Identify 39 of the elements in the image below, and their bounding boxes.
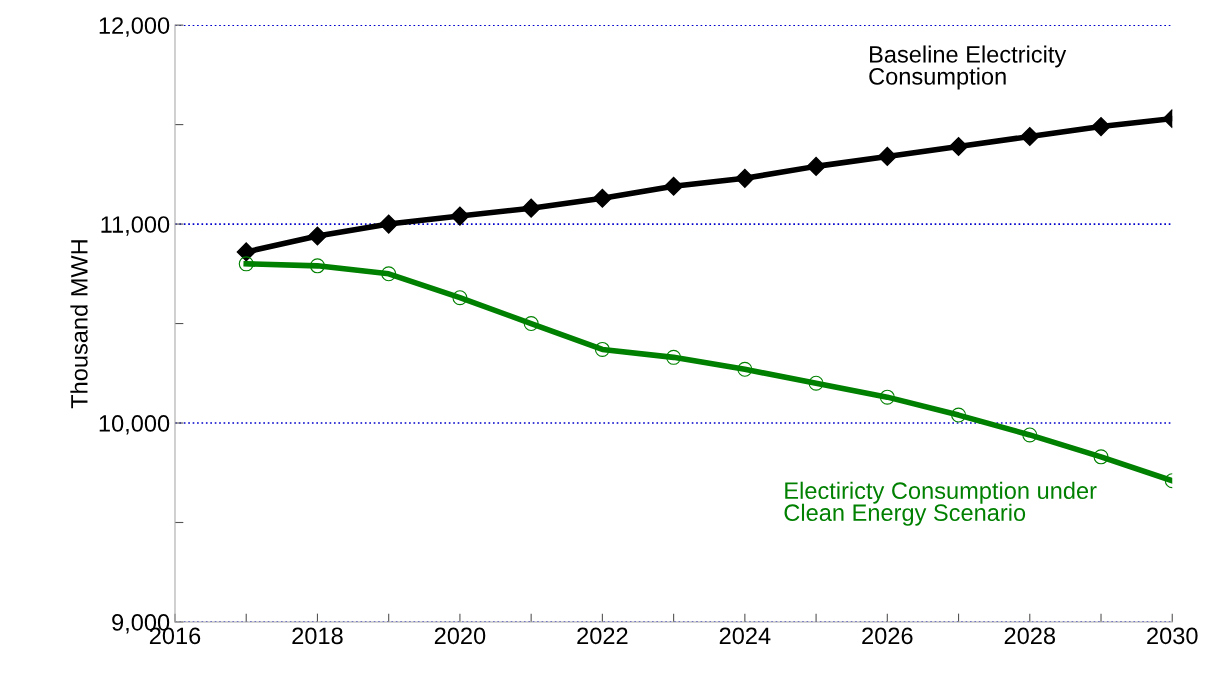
- series-label: Baseline Electricity Consumption: [869, 45, 1067, 90]
- point: [594, 341, 610, 357]
- x-tick-label: 2024: [719, 627, 771, 645]
- x-tick-label: 2020: [434, 627, 486, 645]
- y-axis-title: Thousand MWH: [70, 240, 88, 409]
- x-tick-label: 2022: [577, 627, 628, 645]
- point: [664, 176, 684, 196]
- point: [379, 214, 399, 234]
- point: [381, 266, 397, 282]
- point: [949, 136, 969, 157]
- point: [1091, 117, 1111, 137]
- x-tick-label: 2018: [292, 627, 343, 645]
- point: [238, 256, 254, 272]
- series-label: Electiricty Consumption under Clean Energy Scenario: [784, 481, 1097, 526]
- point: [806, 156, 826, 176]
- point: [808, 375, 824, 391]
- point: [452, 290, 468, 306]
- point: [521, 198, 541, 218]
- y-tick-label: 10,000: [99, 415, 170, 435]
- x-tick-label: 2026: [862, 627, 913, 645]
- point: [450, 206, 470, 226]
- point: [1093, 449, 1109, 465]
- point: [735, 168, 755, 188]
- point: [236, 242, 256, 262]
- y-tick-label: 12,000: [99, 17, 170, 37]
- point: [877, 146, 897, 166]
- point: [307, 226, 327, 246]
- point: [951, 407, 967, 423]
- x-tick-label: 2028: [1004, 627, 1056, 645]
- point: [309, 258, 325, 274]
- point: [737, 361, 753, 377]
- y-tick-label: 11,000: [101, 216, 170, 236]
- point: [1022, 427, 1038, 443]
- point: [523, 316, 539, 332]
- point: [592, 188, 612, 208]
- x-tick-label: 2030: [1147, 627, 1198, 645]
- point: [879, 389, 895, 405]
- point: [1020, 126, 1040, 147]
- point: [666, 349, 682, 365]
